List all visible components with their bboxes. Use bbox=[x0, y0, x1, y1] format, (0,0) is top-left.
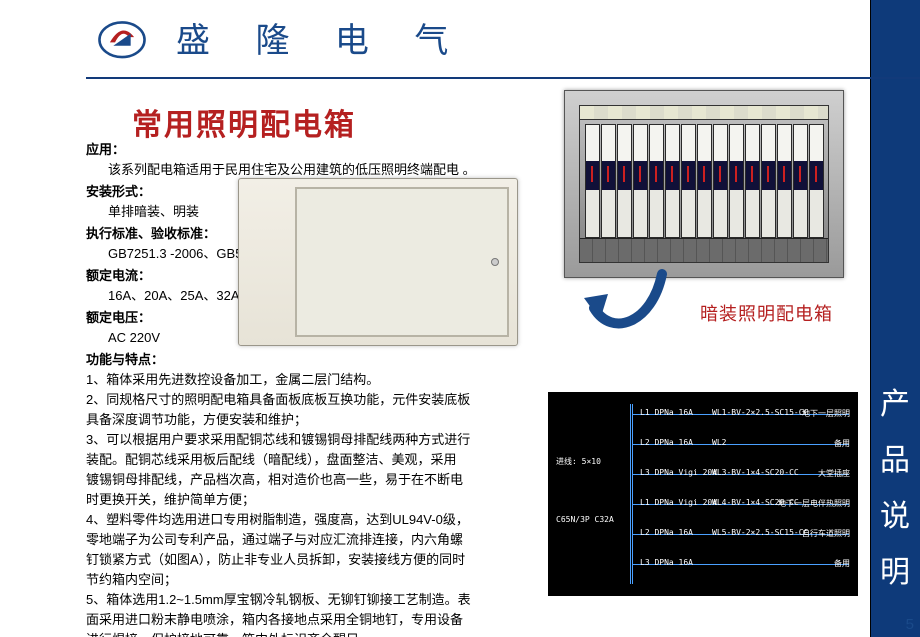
breaker-row bbox=[580, 120, 828, 238]
feature-3d: 时更换开关，维护简单方便； bbox=[86, 490, 526, 510]
feature-5a: 5、箱体选用1.2~1.5mm厚宝钢冷轧钢板、无铆钉铆接工艺制造。表 bbox=[86, 590, 526, 610]
text-application: 该系列配电箱适用于民用住宅及公用建筑的低压照明终端配电 。 bbox=[86, 160, 526, 180]
schem-breaker-label: L2 DPNa 16A bbox=[640, 438, 693, 447]
schem-wire-label: WL3-BV-1×4-SC20-CC bbox=[712, 468, 799, 477]
feature-2b: 具备深度调节功能，方便安装和维护； bbox=[86, 410, 526, 430]
wiring-schematic: 进线: 5×10 C65N/3P C32A L1 DPNa 16AWL1-BV-… bbox=[548, 392, 858, 596]
curved-arrow-icon bbox=[582, 268, 672, 338]
lock-icon bbox=[491, 258, 499, 266]
company-logo-icon bbox=[96, 16, 148, 60]
feature-4a: 4、塑料零件均选用进口专用树脂制造，强度高，达到UL94V-0级， bbox=[86, 510, 526, 530]
brand-name: 盛 隆 电 气 bbox=[176, 13, 466, 62]
image-caption: 暗装照明配电箱 bbox=[700, 300, 833, 326]
schem-breaker-label: L1 DPNa 16A bbox=[640, 408, 693, 417]
page-title: 常用照明配电箱 bbox=[132, 100, 356, 144]
feature-3c: 镀锡铜母排配线，产品档次高，相对造价也高一些，易于在不断电 bbox=[86, 470, 526, 490]
feature-2a: 2、同规格尺寸的照明配电箱具备面板底板互换功能，元件安装底板 bbox=[86, 390, 526, 410]
feature-4b: 零地端子为公司专利产品，通过端子与对应汇流排连接，内六角螺 bbox=[86, 530, 526, 550]
feature-3a: 3、可以根据用户要求采用配铜芯线和镀锡铜母排配线两种方式进行 bbox=[86, 430, 526, 450]
header-rule bbox=[0, 77, 920, 79]
feature-4c: 钉锁紧方式（如图A），防止非专业人员拆卸，安装接线方便的同时 bbox=[86, 550, 526, 570]
schem-wire-label: WL5-BV-2×2.5-SC15-CC bbox=[712, 528, 808, 537]
feature-5c: 进行焊接，保护接地可靠，箱内外标识齐全醒目。 bbox=[86, 630, 526, 637]
page-number: 5 bbox=[906, 616, 914, 633]
side-title-char: 说 bbox=[880, 492, 910, 542]
image-panel-closed bbox=[238, 178, 518, 346]
schem-dest-label: 自行车道照明 bbox=[802, 528, 850, 539]
schem-dest-label: 备用 bbox=[834, 558, 850, 569]
label-features: 功能与特点： bbox=[86, 350, 526, 370]
slide: 产 品 说 明 盛 隆 电 气 常用照明配电箱 应用： 该系列配电箱适用于民用住… bbox=[0, 0, 920, 637]
side-title-char: 明 bbox=[880, 548, 910, 598]
feature-5b: 面采用进口粉末静电喷涂，箱内各接地点采用全铜地钉，专用设备 bbox=[86, 610, 526, 630]
schem-breaker-label: L3 DPNa 16A bbox=[640, 558, 693, 567]
schem-bus-label: 进线: 5×10 bbox=[556, 456, 601, 467]
schem-breaker-label: L1 DPNa Vigi 20A bbox=[640, 498, 717, 507]
side-title: 产 品 说 明 bbox=[882, 380, 908, 598]
schem-dest-label: 地下一层照明 bbox=[802, 408, 850, 419]
side-title-char: 品 bbox=[880, 436, 910, 486]
schem-dest-label: 大堂插座 bbox=[818, 468, 850, 479]
schem-dest-label: 备用 bbox=[834, 438, 850, 449]
label-application: 应用： bbox=[86, 140, 526, 160]
image-panel-open bbox=[564, 90, 844, 278]
feature-4d: 节约箱内空间； bbox=[86, 570, 526, 590]
schem-breaker-label: L2 DPNa 16A bbox=[640, 528, 693, 537]
schem-main-breaker: C65N/3P C32A bbox=[556, 482, 862, 557]
schem-dest-label: 地下一层电伴热照明 bbox=[778, 498, 850, 509]
feature-1: 1、箱体采用先进数控设备加工，金属二层门结构。 bbox=[86, 370, 526, 390]
schem-wire-label: WL1-BV-2×2.5-SC15-CC bbox=[712, 408, 808, 417]
side-title-char: 产 bbox=[880, 380, 910, 430]
schem-wire-label: WL2 bbox=[712, 438, 726, 447]
header: 盛 隆 电 气 bbox=[0, 0, 920, 75]
feature-3b: 装配。配铜芯线采用板后配线（暗配线），盘面整洁、美观，采用 bbox=[86, 450, 526, 470]
schem-breaker-label: L3 DPNa Vigi 20A bbox=[640, 468, 717, 477]
